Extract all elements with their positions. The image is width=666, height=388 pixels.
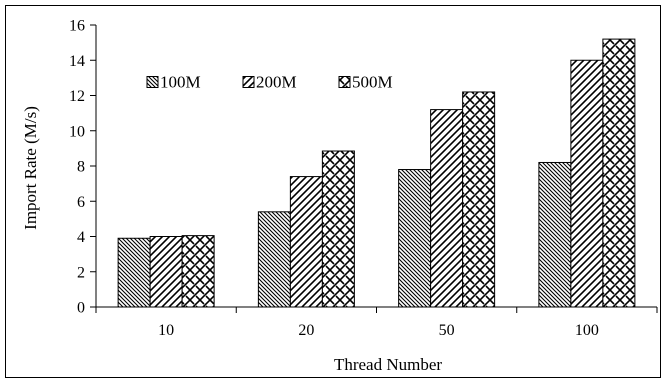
bar-100M-50 bbox=[398, 169, 432, 308]
bar-200M-100 bbox=[570, 59, 604, 308]
bar-100M-20 bbox=[257, 211, 291, 308]
y-tick-label: 6 bbox=[77, 194, 85, 211]
bar-100M-100 bbox=[538, 161, 572, 308]
y-tick-label: 0 bbox=[77, 300, 85, 317]
y-tick-label: 14 bbox=[69, 53, 85, 70]
legend-label-100M: 100M bbox=[160, 73, 201, 92]
legend-swatch-200M bbox=[242, 76, 255, 88]
y-tick-label: 2 bbox=[77, 264, 85, 281]
legend-label-200M: 200M bbox=[256, 73, 297, 92]
x-tick-label: 10 bbox=[158, 322, 174, 339]
bar-500M-50 bbox=[462, 91, 496, 308]
x-tick-label: 100 bbox=[575, 322, 599, 339]
y-tick-label: 16 bbox=[69, 18, 85, 35]
y-tick-label: 10 bbox=[69, 123, 85, 140]
x-axis-label: Thread Number bbox=[334, 355, 442, 374]
legend-label-500M: 500M bbox=[352, 73, 393, 92]
y-tick-label: 8 bbox=[77, 159, 85, 176]
legend-swatch-500M bbox=[338, 76, 351, 88]
y-tick-label: 12 bbox=[69, 88, 85, 105]
bar-100M-10 bbox=[117, 237, 151, 308]
y-tick-label: 4 bbox=[77, 229, 85, 246]
chart-frame bbox=[5, 5, 661, 378]
bar-500M-20 bbox=[321, 150, 355, 308]
bar-200M-10 bbox=[149, 236, 183, 308]
legend-swatch-100M bbox=[146, 76, 159, 88]
y-axis-label: Import Rate (M/s) bbox=[21, 106, 40, 230]
bar-200M-20 bbox=[289, 176, 323, 308]
bar-200M-50 bbox=[430, 109, 464, 308]
x-tick-label: 50 bbox=[439, 322, 455, 339]
bar-500M-10 bbox=[181, 235, 215, 308]
bar-500M-100 bbox=[602, 38, 636, 308]
x-tick-label: 20 bbox=[298, 322, 314, 339]
